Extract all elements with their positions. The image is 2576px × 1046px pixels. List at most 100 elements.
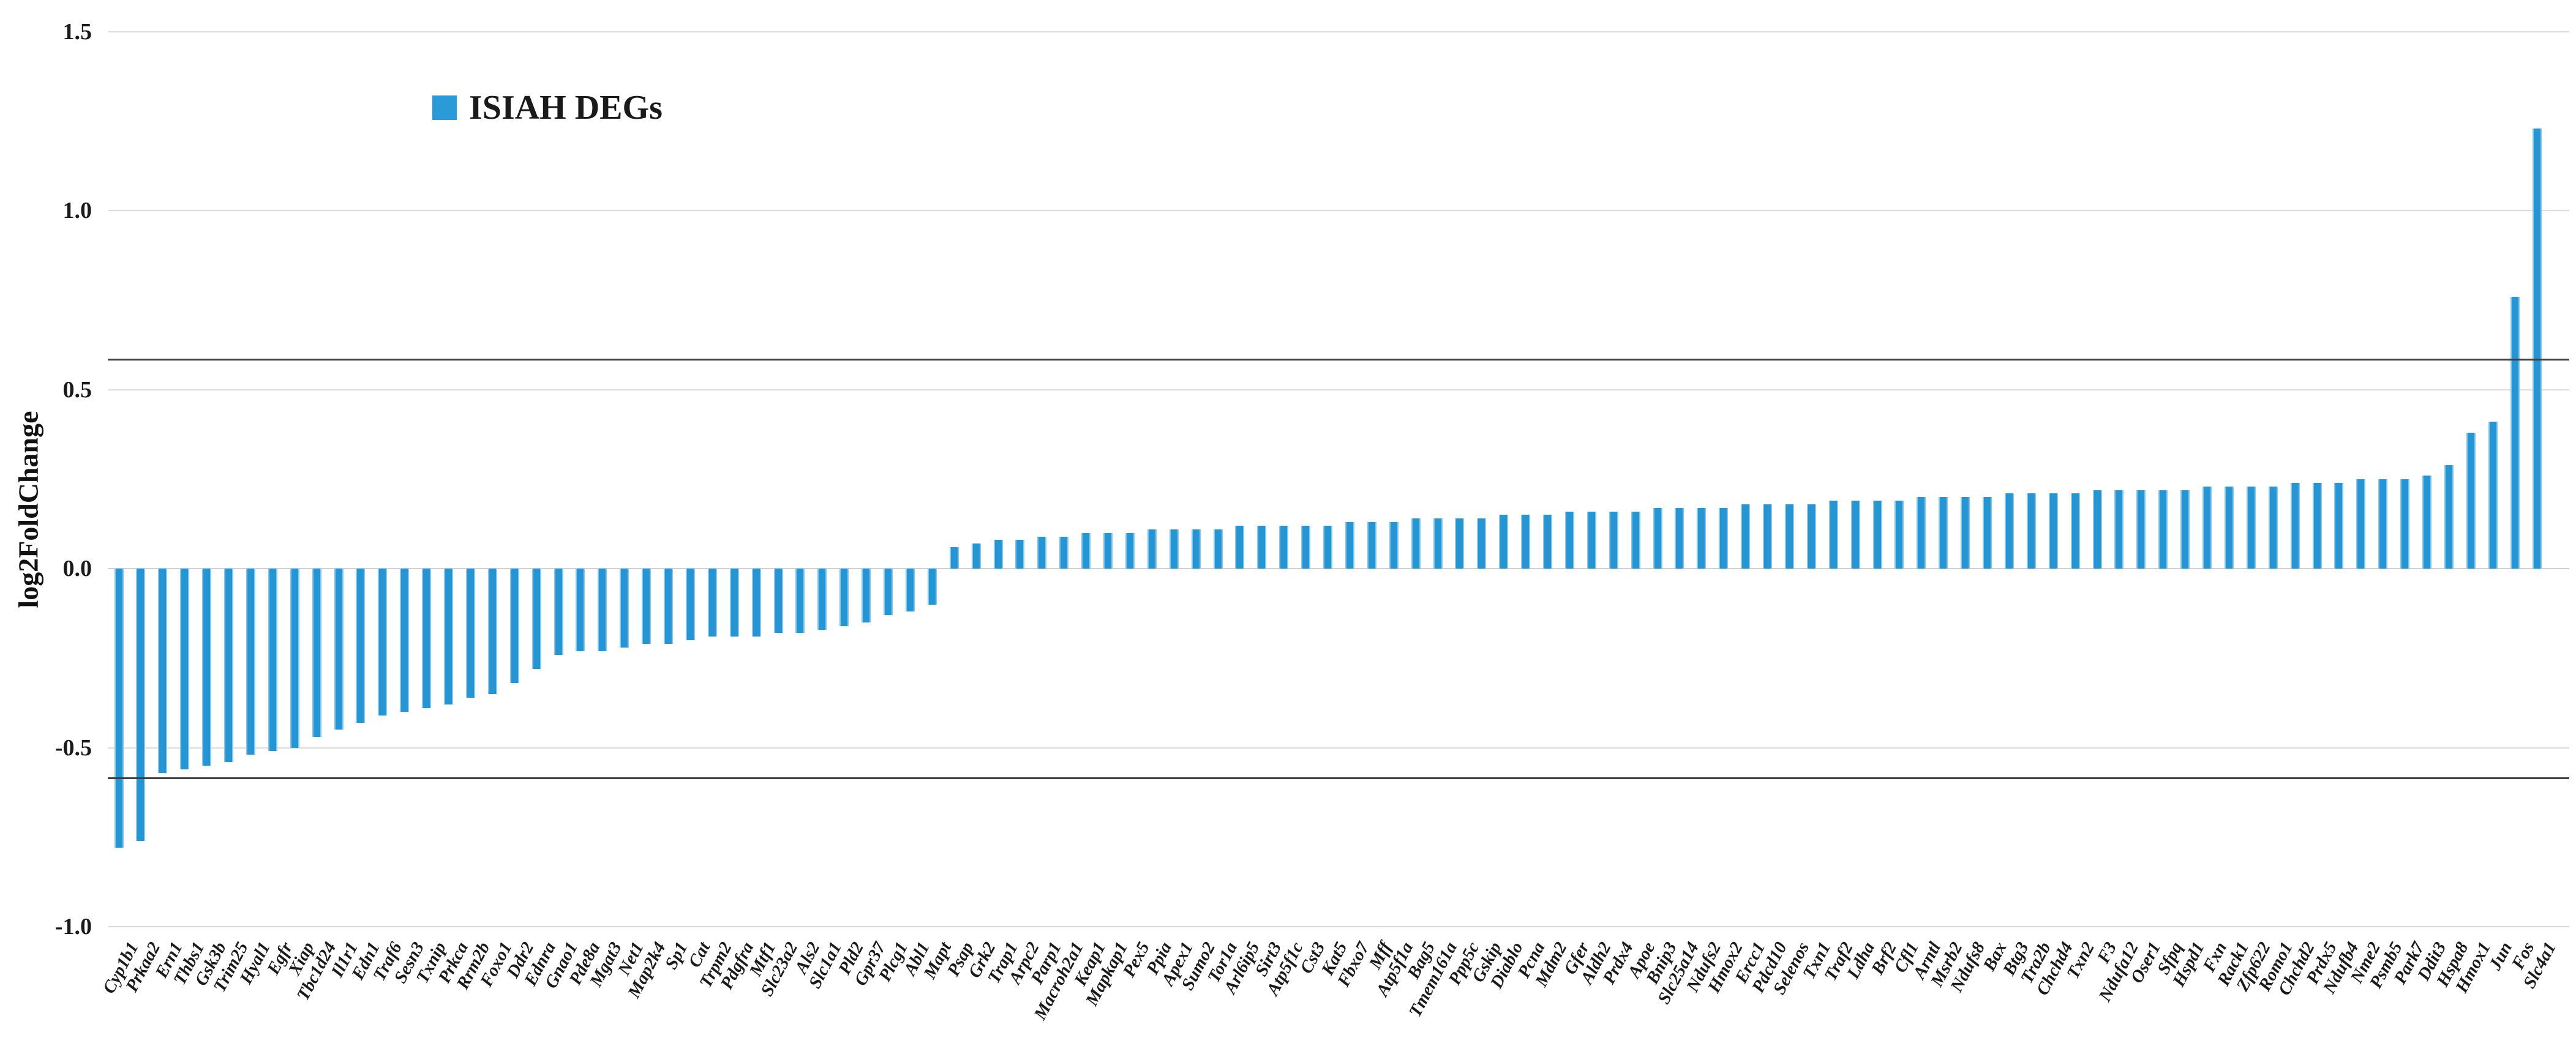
bar: [1367, 522, 1376, 569]
bar: [1983, 497, 1992, 569]
bar: [224, 569, 233, 762]
bar: [1433, 518, 1443, 569]
legend: ISIAH DEGs: [432, 91, 663, 125]
bar: [2290, 482, 2300, 569]
bar: [2400, 479, 2410, 569]
bar: [1411, 518, 1421, 569]
bar: [2180, 490, 2190, 569]
bar: [795, 569, 805, 633]
bar: [729, 569, 739, 637]
bar: [422, 569, 432, 709]
bar: [1389, 522, 1399, 569]
bar: [1828, 501, 1838, 569]
threshold-line-upper: [108, 358, 2569, 360]
bar: [2246, 486, 2256, 569]
threshold-line-lower: [108, 777, 2569, 779]
bar: [444, 569, 453, 705]
bar: [1543, 515, 1552, 569]
bar: [1697, 507, 1707, 569]
bar: [905, 569, 915, 612]
bar: [1631, 511, 1640, 569]
bar: [487, 569, 497, 694]
bar: [1763, 504, 1772, 569]
bar: [2378, 479, 2388, 569]
bar: [664, 569, 673, 644]
bar: [2114, 490, 2124, 569]
bar: [1081, 532, 1091, 569]
bar: [1191, 529, 1201, 569]
bar: [773, 569, 783, 633]
y-tick-label: 1.0: [62, 198, 92, 224]
bar: [1235, 526, 1245, 569]
bar: [2466, 432, 2476, 569]
bar: [1894, 501, 1904, 569]
bar: [993, 540, 1003, 569]
bar: [1059, 536, 1069, 569]
bar: [598, 569, 607, 651]
bar: [1015, 540, 1025, 569]
bar: [1257, 526, 1267, 569]
bar: [531, 569, 541, 669]
y-gridline: [108, 31, 2569, 32]
bar: [1279, 526, 1289, 569]
bar: [1301, 526, 1311, 569]
bar: [1719, 507, 1729, 569]
bar: [268, 569, 277, 752]
bar: [2202, 486, 2212, 569]
bar: [2334, 482, 2344, 569]
bar: [334, 569, 344, 730]
bar: [554, 569, 563, 655]
y-tick-label: -1.0: [54, 914, 92, 940]
bar: [642, 569, 652, 644]
bar: [685, 569, 695, 641]
bar: [1653, 507, 1662, 569]
bar: [1675, 507, 1684, 569]
bar: [2268, 486, 2278, 569]
y-axis-title: log2FoldChange: [12, 411, 44, 608]
bar: [1564, 511, 1574, 569]
y-tick-label: -0.5: [54, 734, 92, 761]
bar: [158, 569, 168, 773]
bar: [817, 569, 827, 630]
bar: [2444, 465, 2454, 569]
bar: [1499, 515, 1509, 569]
bar: [2422, 476, 2431, 569]
bar: [862, 569, 871, 622]
y-tick-label: 0.0: [62, 556, 92, 582]
y-tick-label: 1.5: [62, 19, 92, 45]
y-gridline: [108, 926, 2569, 927]
bar: [1477, 518, 1487, 569]
bar: [949, 547, 959, 569]
bar: [246, 569, 255, 755]
bar: [2356, 479, 2366, 569]
bar: [2312, 482, 2322, 569]
bar: [1037, 536, 1047, 569]
bar: [1784, 504, 1794, 569]
bar: [1806, 504, 1816, 569]
bar: [2070, 493, 2080, 569]
bar: [2026, 493, 2036, 569]
legend-label: ISIAH DEGs: [469, 89, 663, 127]
bar: [971, 544, 981, 569]
bar: [1147, 529, 1157, 569]
bar: [751, 569, 761, 637]
bar: [1169, 529, 1179, 569]
bar: [180, 569, 190, 769]
bar: [400, 569, 410, 712]
bar: [576, 569, 585, 651]
bar: [2224, 486, 2234, 569]
bar: [136, 569, 146, 841]
y-gridline: [108, 389, 2569, 390]
bar: [2092, 490, 2102, 569]
bar: [1939, 497, 1948, 569]
bar: [2004, 493, 2014, 569]
bar: [1609, 511, 1618, 569]
bar: [509, 569, 519, 684]
bar: [378, 569, 388, 715]
legend-marker-icon: [432, 95, 457, 120]
bar: [465, 569, 475, 698]
bar: [1455, 518, 1465, 569]
bar: [1521, 515, 1531, 569]
bar: [114, 569, 124, 848]
